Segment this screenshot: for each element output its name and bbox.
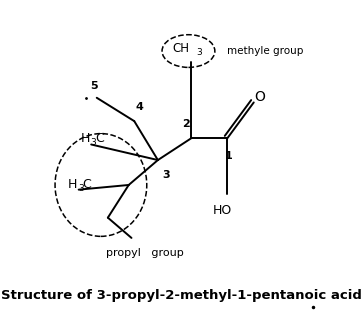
Text: Structure of 3-propyl-2-methyl-1-pentanoic acid: Structure of 3-propyl-2-methyl-1-pentano…	[1, 289, 362, 302]
Text: 3: 3	[90, 139, 96, 147]
Text: H: H	[81, 133, 90, 146]
Text: 5: 5	[90, 81, 98, 91]
Text: H: H	[68, 178, 77, 191]
Text: 1: 1	[225, 151, 233, 161]
Text: HO: HO	[213, 204, 232, 217]
Text: C: C	[83, 178, 91, 191]
Text: C: C	[95, 133, 104, 146]
Text: propyl   group: propyl group	[106, 249, 184, 258]
Text: 2: 2	[182, 119, 190, 129]
Text: CH: CH	[173, 42, 190, 55]
Text: 3: 3	[196, 48, 202, 57]
Text: 3: 3	[78, 184, 84, 193]
Text: methyle group: methyle group	[227, 46, 304, 56]
Text: O: O	[254, 90, 265, 104]
Text: 3: 3	[162, 170, 170, 180]
Text: 4: 4	[136, 102, 144, 112]
